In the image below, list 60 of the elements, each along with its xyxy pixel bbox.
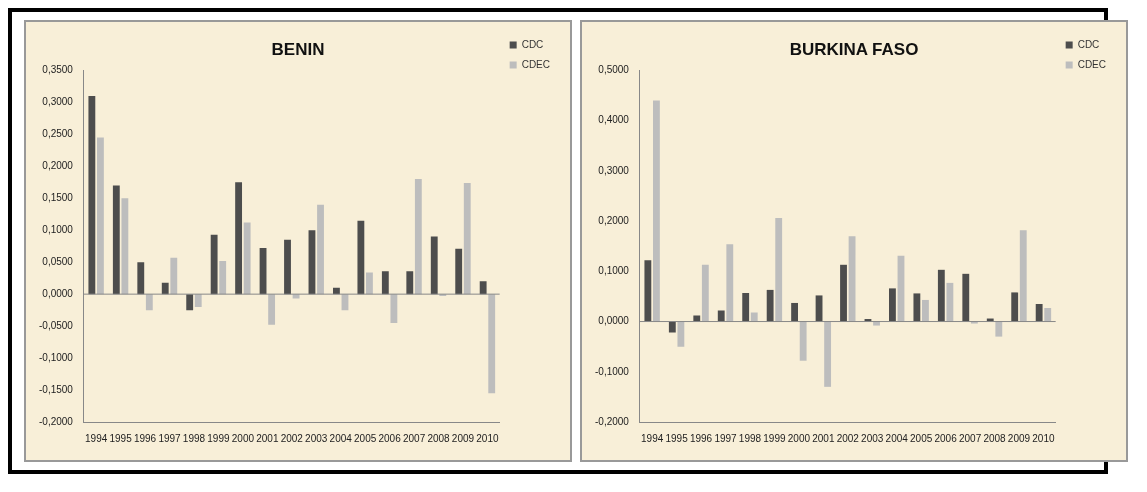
x-tick-label: 1997	[158, 432, 182, 444]
y-tick-label: -0,2000	[594, 415, 630, 427]
y-tick-label: 0,0500	[42, 255, 74, 267]
x-tick-label: 2004	[885, 432, 909, 444]
y-tick-label: 0,3500	[42, 64, 74, 76]
y-tick-label: 0,3000	[598, 164, 630, 176]
y-tick-label: -0,0500	[38, 319, 74, 331]
x-tick-label: 2005	[910, 432, 933, 444]
x-tick-label: 2009	[1007, 432, 1031, 444]
y-tick-label: 0,2000	[42, 160, 74, 172]
y-tick-label: 0,2000	[598, 214, 630, 226]
x-tick-label: 1996	[133, 432, 157, 444]
legend-label: CDEC	[1077, 58, 1107, 70]
chart-title: BENIN	[271, 39, 325, 59]
y-tick-label: 0,1000	[42, 223, 74, 235]
x-tick-label: 2006	[934, 432, 958, 444]
x-tick-label: 2000	[231, 432, 255, 444]
x-tick-label: 1998	[738, 432, 762, 444]
y-tick-label: 0,5000	[598, 64, 630, 76]
x-tick-label: 2007	[958, 432, 982, 444]
x-tick-label: 2005	[354, 432, 377, 444]
x-tick-label: 1995	[665, 432, 689, 444]
x-tick-label: 2009	[451, 432, 475, 444]
chart-title: BURKINA FASO	[789, 39, 919, 59]
x-tick-label: 2001	[256, 432, 279, 444]
x-tick-label: 2008	[983, 432, 1007, 444]
x-tick-label: 2001	[812, 432, 835, 444]
x-tick-label: 2008	[427, 432, 451, 444]
x-tick-label: 1996	[689, 432, 713, 444]
x-tick-label: 1999	[207, 432, 230, 444]
x-tick-label: 1994	[85, 432, 108, 444]
x-tick-label: 1994	[641, 432, 664, 444]
x-tick-label: 2003	[305, 432, 328, 444]
x-tick-label: 2002	[836, 432, 860, 444]
x-tick-label: 1999	[763, 432, 786, 444]
y-tick-label: 0,1000	[598, 265, 630, 277]
y-tick-label: -0,1500	[38, 383, 74, 395]
y-tick-label: 0,0000	[598, 315, 630, 327]
y-tick-label: 0,2500	[42, 128, 74, 140]
x-tick-label: 1997	[714, 432, 738, 444]
x-tick-label: 2002	[280, 432, 304, 444]
y-tick-label: 0,0000	[42, 287, 74, 299]
x-tick-label: 2003	[861, 432, 884, 444]
legend-label: CDC	[521, 38, 544, 50]
x-tick-label: 2010	[1032, 432, 1055, 444]
legend-label: CDEC	[521, 58, 551, 70]
x-tick-label: 1998	[182, 432, 206, 444]
legend-label: CDC	[1077, 38, 1100, 50]
x-tick-label: 1995	[109, 432, 133, 444]
x-tick-label: 2006	[378, 432, 402, 444]
x-tick-label: 2007	[402, 432, 426, 444]
y-tick-label: 0,1500	[42, 192, 74, 203]
y-tick-label: 0,3000	[42, 96, 74, 108]
x-tick-label: 2004	[329, 432, 353, 444]
y-tick-label: -0,2000	[38, 415, 74, 427]
x-tick-label: 2000	[787, 432, 811, 444]
y-tick-label: 0,4000	[598, 114, 630, 126]
x-tick-label: 2010	[476, 432, 499, 444]
y-tick-label: -0,1000	[38, 351, 74, 363]
y-tick-label: -0,1000	[594, 365, 630, 377]
